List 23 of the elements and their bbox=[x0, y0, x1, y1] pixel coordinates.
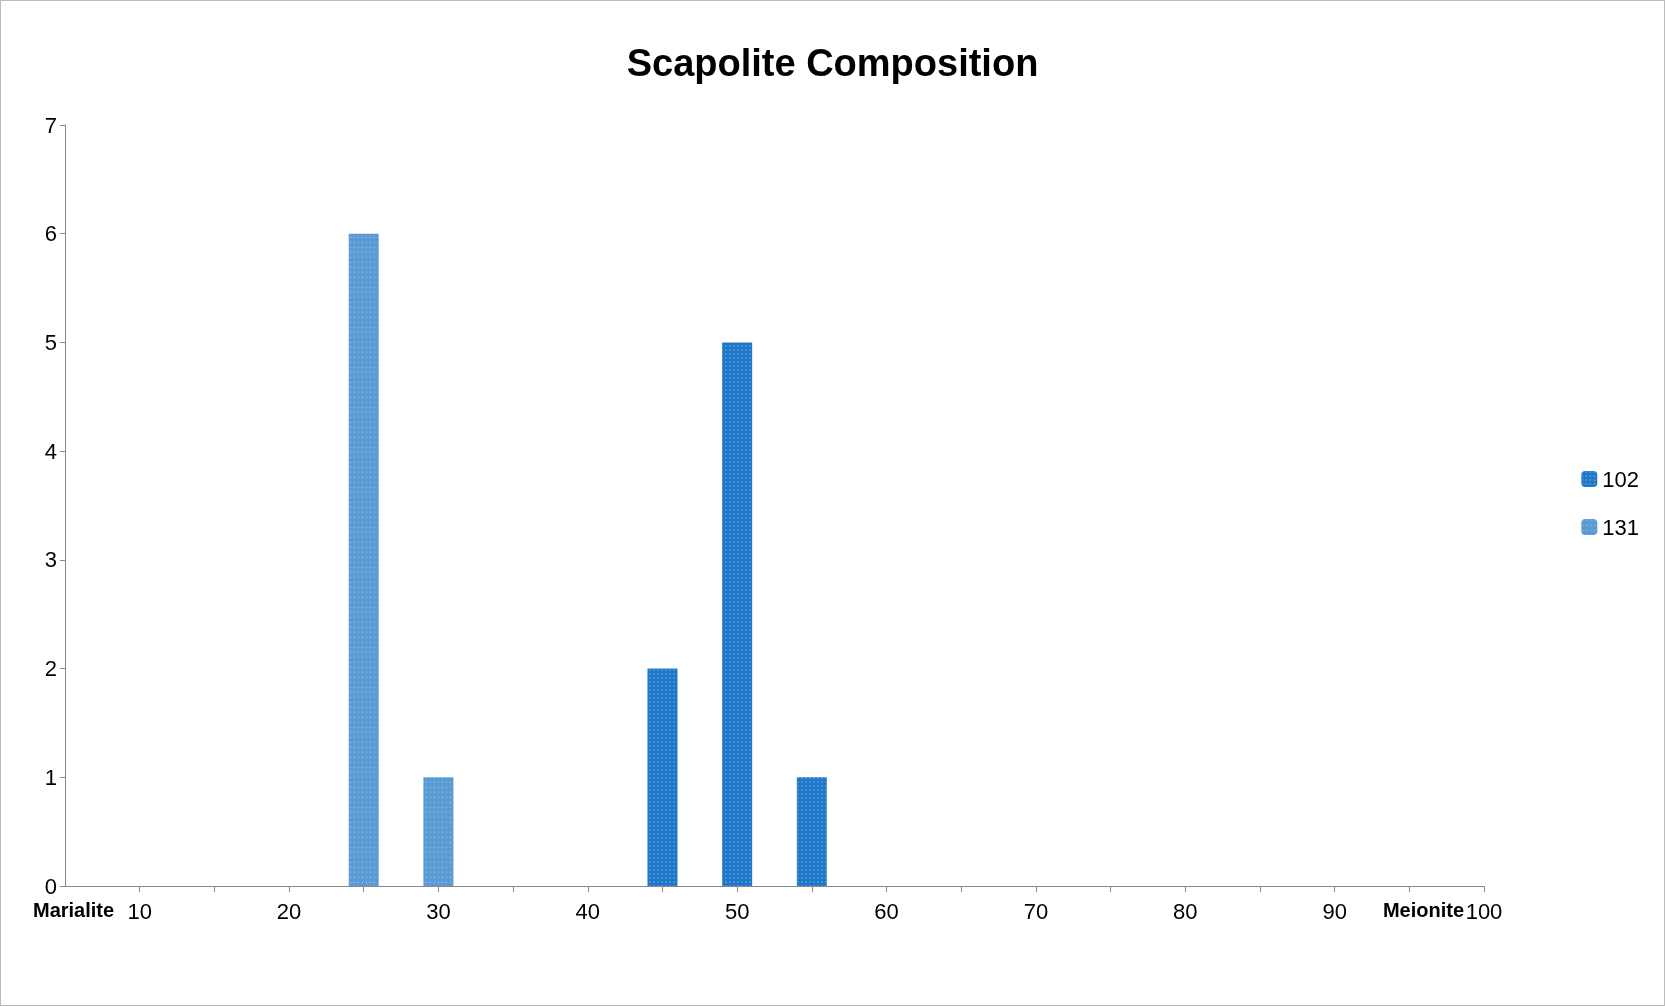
x-tick-label: 20 bbox=[276, 898, 302, 924]
y-tick-label: 7 bbox=[44, 112, 57, 138]
x-tick-label: 60 bbox=[874, 898, 899, 924]
y-tick-label: 4 bbox=[44, 438, 57, 464]
legend-label: 131 bbox=[1602, 514, 1640, 540]
y-tick-label: 6 bbox=[44, 221, 57, 247]
y-tick-label: 5 bbox=[44, 329, 57, 355]
y-tick-label: 3 bbox=[44, 547, 57, 573]
x-tick-label: 100 bbox=[1465, 898, 1503, 924]
y-tick-label: 2 bbox=[44, 656, 57, 682]
x-tick-label: 80 bbox=[1173, 898, 1198, 924]
x-tick-label: 70 bbox=[1023, 898, 1049, 924]
x-tick-label: 40 bbox=[575, 898, 601, 924]
text: Meionite bbox=[1382, 899, 1465, 921]
legend-label: 102 bbox=[1602, 466, 1640, 492]
y-tick-label: 0 bbox=[44, 873, 57, 899]
x-tick-label: 10 bbox=[127, 898, 152, 924]
chart-title: Scapolite Composition bbox=[626, 42, 1039, 84]
text: Marialite bbox=[33, 899, 115, 921]
x-tick-label: 90 bbox=[1322, 898, 1347, 924]
y-tick-label: 1 bbox=[44, 764, 57, 790]
x-tick-label: 30 bbox=[426, 898, 451, 924]
x-tick-label: 50 bbox=[724, 898, 750, 924]
